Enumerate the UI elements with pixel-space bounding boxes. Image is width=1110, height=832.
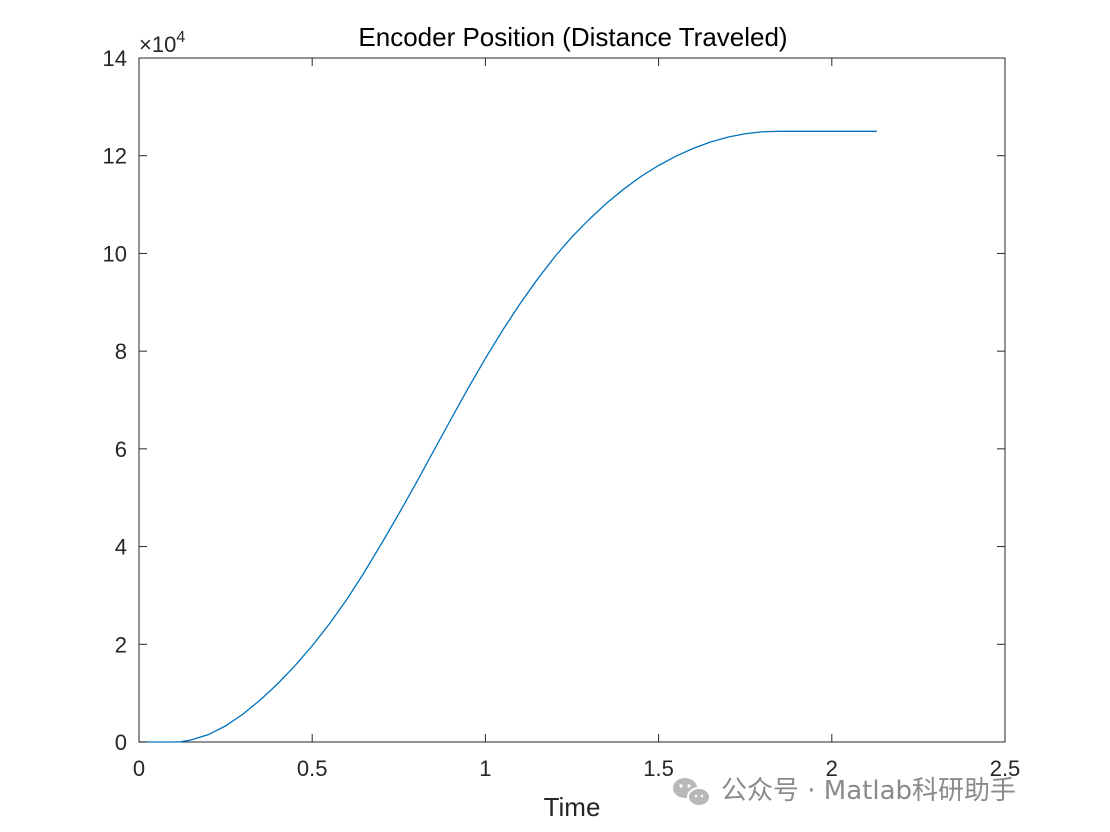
series-line-encoder-position bbox=[139, 130, 877, 743]
x-tick-label: 0 bbox=[133, 756, 145, 781]
y-exponent-power: 4 bbox=[176, 29, 185, 46]
y-tick-label: 10 bbox=[103, 241, 127, 266]
y-tick-label: 8 bbox=[115, 339, 127, 364]
wechat-icon bbox=[673, 778, 711, 807]
x-tick-label: 2.5 bbox=[990, 756, 1021, 781]
y-exponent-base: ×10 bbox=[139, 32, 176, 57]
y-tick-label: 0 bbox=[115, 730, 127, 755]
y-tick-label: 6 bbox=[115, 437, 127, 462]
chart-title: Encoder Position (Distance Traveled) bbox=[358, 22, 787, 52]
y-tick-label: 4 bbox=[115, 535, 127, 560]
watermark-text: 公众号 · Matlab科研助手 bbox=[721, 776, 1016, 806]
x-tick-label: 2 bbox=[826, 756, 838, 781]
y-tick-label: 14 bbox=[103, 46, 127, 71]
y-axis-exponent: ×104 bbox=[139, 29, 185, 57]
plot-area bbox=[138, 57, 1006, 743]
y-tick-label: 2 bbox=[115, 632, 127, 657]
x-axis-ticks: 0 0.5 1 1.5 2 2.5 bbox=[133, 58, 1020, 781]
watermark: 公众号 · Matlab科研助手 bbox=[673, 776, 1016, 807]
y-axis-ticks: 0 2 4 6 8 10 12 14 bbox=[103, 46, 1005, 755]
x-tick-label: 0.5 bbox=[297, 756, 328, 781]
axes-box bbox=[138, 57, 1006, 743]
y-tick-label: 12 bbox=[103, 144, 127, 169]
x-tick-label: 1.5 bbox=[643, 756, 674, 781]
x-tick-label: 1 bbox=[479, 756, 491, 781]
x-axis-label: Time bbox=[544, 792, 601, 822]
